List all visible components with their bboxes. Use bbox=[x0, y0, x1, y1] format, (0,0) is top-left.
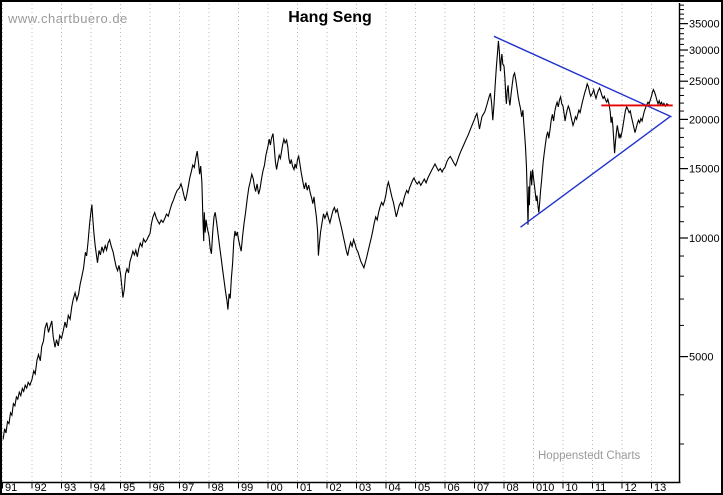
trendline-ascending-support bbox=[520, 116, 671, 228]
chart-title: Hang Seng bbox=[288, 9, 372, 26]
trendline-descending-resistance bbox=[493, 35, 672, 118]
x-tick-label-2010: 10 bbox=[566, 482, 578, 494]
y-tick-label-30000: 30000 bbox=[689, 45, 720, 57]
y-axis-minor-ticks bbox=[679, 4, 684, 445]
x-axis-ticks-labels: 91 92 93 94 95 96 97 98 99 00 01 02 03 04 05 06 07 08 010 1… bbox=[2, 482, 666, 494]
y-tick-label-5000: 5000 bbox=[689, 352, 713, 364]
x-tick-label-1998: 98 bbox=[212, 482, 224, 494]
x-tick-label-1995: 95 bbox=[123, 482, 135, 494]
watermark-chartbuero: www.chartbuero.de bbox=[8, 11, 128, 26]
x-tick-label-2006: 06 bbox=[448, 482, 460, 494]
y-axis-major-ticks-labels: 5000 10000 15000 20000 25000 30000 35000 bbox=[679, 19, 720, 364]
x-tick-label-2000: 00 bbox=[271, 482, 283, 494]
credit-hoppenstedt-charts: Hoppenstedt Charts bbox=[538, 450, 641, 462]
x-tick-label-2003: 03 bbox=[359, 482, 371, 494]
x-tick-label-1999: 99 bbox=[241, 482, 253, 494]
x-tick-label-2013: 13 bbox=[654, 482, 666, 494]
x-tick-label-1997: 97 bbox=[182, 482, 194, 494]
x-tick-label-2009: 010 bbox=[536, 482, 554, 494]
x-tick-label-1991: 91 bbox=[5, 482, 17, 494]
x-tick-label-1996: 96 bbox=[153, 482, 165, 494]
y-tick-label-25000: 25000 bbox=[689, 76, 720, 88]
x-tick-label-1993: 93 bbox=[64, 482, 76, 494]
x-tick-label-2004: 04 bbox=[389, 482, 401, 494]
price-line-hang-seng bbox=[2, 40, 669, 440]
x-tick-label-2005: 05 bbox=[418, 482, 430, 494]
y-tick-label-10000: 10000 bbox=[689, 233, 720, 245]
x-tick-label-2008: 08 bbox=[507, 482, 519, 494]
x-tick-label-2001: 01 bbox=[300, 482, 312, 494]
x-tick-label-1994: 94 bbox=[94, 482, 106, 494]
x-tick-label-2007: 07 bbox=[477, 482, 489, 494]
axes bbox=[2, 3, 681, 484]
x-tick-label-1992: 92 bbox=[35, 482, 47, 494]
y-tick-label-20000: 20000 bbox=[689, 114, 720, 126]
y-tick-label-35000: 35000 bbox=[689, 19, 720, 31]
x-tick-label-2011: 11 bbox=[595, 482, 606, 494]
x-tick-label-2012: 12 bbox=[625, 482, 637, 494]
y-tick-label-15000: 15000 bbox=[689, 164, 720, 176]
x-tick-label-2002: 02 bbox=[330, 482, 342, 494]
